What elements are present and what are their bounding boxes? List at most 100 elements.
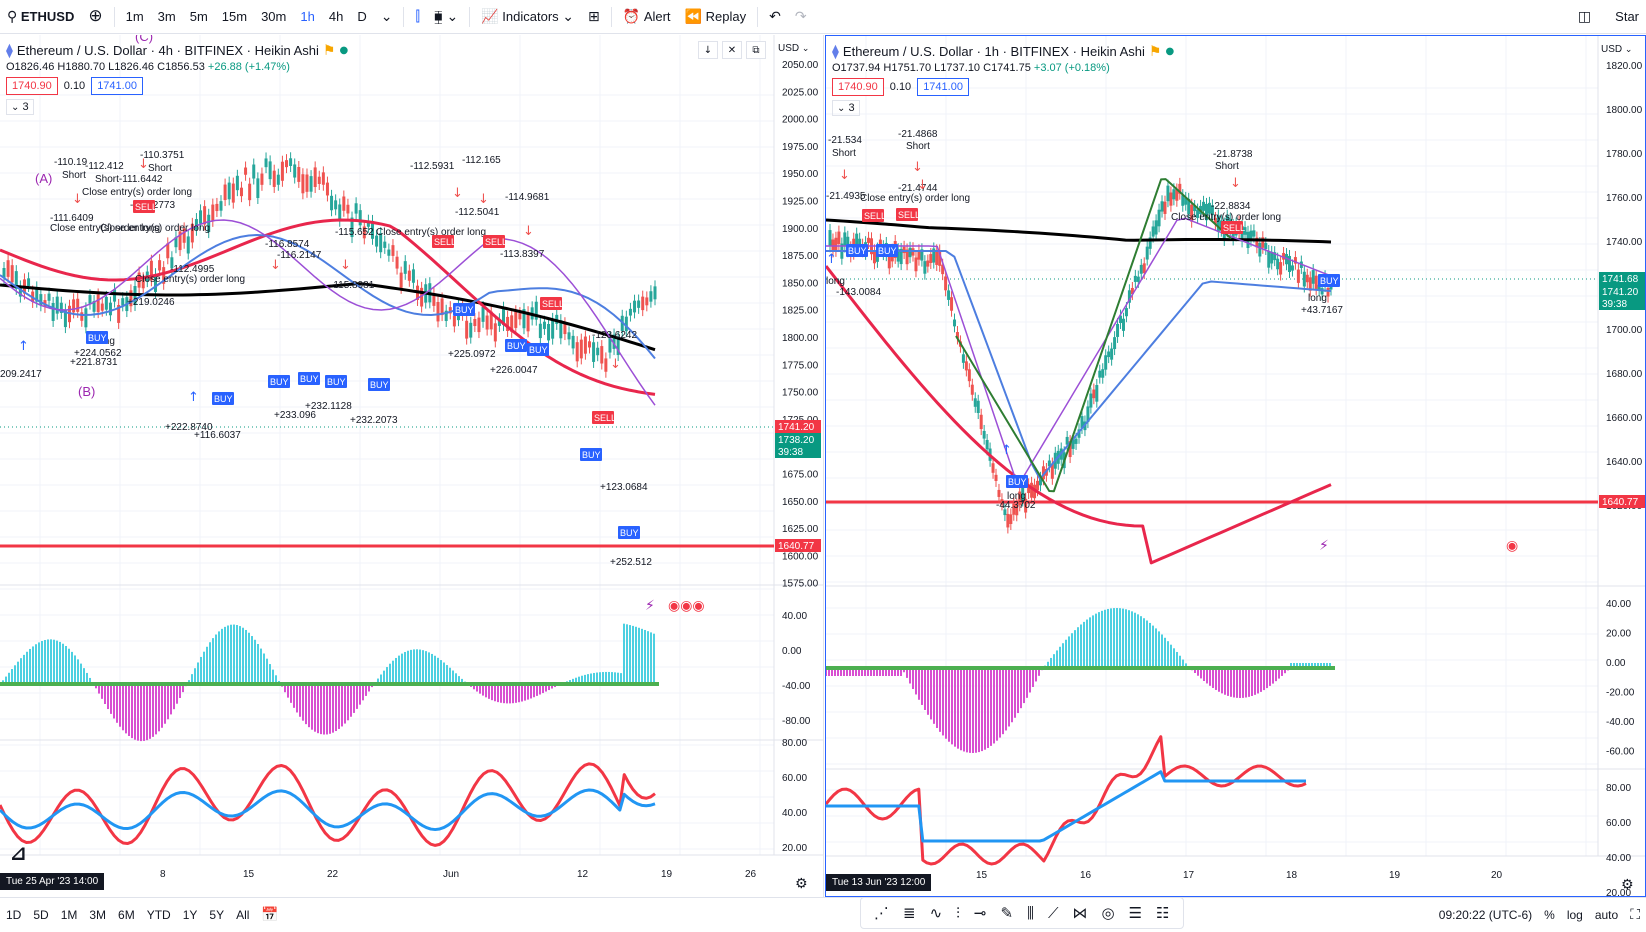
- candle-body: [522, 309, 526, 329]
- goto-date-button[interactable]: 📅: [255, 908, 284, 922]
- range-All[interactable]: All: [236, 908, 250, 922]
- right-buy-price[interactable]: 1741.00: [917, 78, 969, 96]
- left-title: Ethereum / U.S. Dollar · 4h · BITFINEX ·…: [16, 43, 319, 58]
- candle-body: [1190, 204, 1194, 222]
- left-settings-gear-icon[interactable]: ⚙: [795, 876, 808, 892]
- trade-annotation: 209.2417: [0, 369, 42, 380]
- horizontal-line-icon[interactable]: ⊸: [973, 904, 987, 922]
- candle-body: [645, 297, 649, 306]
- candle-body: [941, 264, 945, 275]
- left-collapse-toggle[interactable]: ⌄ 3: [6, 99, 34, 115]
- candle-body: [301, 174, 305, 194]
- range-6M[interactable]: 6M: [118, 908, 135, 922]
- right-chart-canvas[interactable]: 1820.001800.001780.001760.001740.001720.…: [826, 36, 1645, 896]
- candle-body: [252, 164, 256, 179]
- left-chart-canvas[interactable]: 2050.00 2025.00 2000.00 1975.00 1950.00 1925.…: [0, 35, 824, 897]
- candle-body: [867, 237, 871, 243]
- layout-select-button[interactable]: ◫: [1571, 0, 1598, 34]
- right-sell-price[interactable]: 1740.90: [832, 78, 884, 96]
- marker-b: (B): [78, 384, 95, 399]
- left-maximize-button[interactable]: ⧉: [746, 41, 766, 59]
- range-3M[interactable]: 3M: [89, 908, 107, 922]
- undo-button[interactable]: ↶: [762, 0, 788, 34]
- interval-4h[interactable]: 4h: [328, 9, 344, 24]
- percent-toggle[interactable]: %: [1544, 908, 1555, 922]
- brush-tool-icon[interactable]: ✎: [1000, 904, 1014, 922]
- xabcd-icon[interactable]: ⋈: [1072, 904, 1088, 922]
- left-buy-price[interactable]: 1741.00: [91, 77, 143, 95]
- trade-annotation: Close entry(s) order long: [135, 274, 245, 285]
- range-1D[interactable]: 1D: [6, 908, 22, 922]
- candle-body: [27, 278, 31, 286]
- compare-button[interactable]: ⊕: [81, 0, 109, 34]
- replay-button[interactable]: ⏪ Replay: [678, 0, 754, 34]
- interval-1m[interactable]: 1m: [125, 9, 144, 24]
- redo-button[interactable]: ↷: [788, 0, 814, 34]
- price-tick-label: 1950.00: [782, 169, 819, 180]
- interval-dropdown[interactable]: ⌄: [374, 0, 400, 34]
- clock[interactable]: 09:20:22 (UTC-6): [1438, 908, 1533, 922]
- candle-body: [129, 290, 133, 307]
- log-toggle[interactable]: log: [1566, 908, 1583, 922]
- left-currency[interactable]: USD ⌄: [778, 43, 809, 54]
- symbol-search[interactable]: ⚲ ETHUSD: [0, 0, 81, 34]
- interval-15m[interactable]: 15m: [221, 9, 248, 24]
- right-settings-gear-icon[interactable]: ⚙: [1621, 877, 1634, 893]
- fib-tool-icon[interactable]: ≣: [903, 904, 916, 922]
- range-5Y[interactable]: 5Y: [209, 908, 225, 922]
- right-currency[interactable]: USD ⌄: [1601, 44, 1632, 55]
- abc-tool-icon[interactable]: ∿: [929, 904, 943, 922]
- candle-body: [1018, 491, 1022, 506]
- interval-5m[interactable]: 5m: [189, 9, 208, 24]
- left-close-button[interactable]: ✕: [722, 41, 742, 59]
- indicators-button[interactable]: 📈 Indicators ⌄: [474, 0, 581, 34]
- rsi-tick-label: 60.00: [1606, 818, 1631, 829]
- trade-annotation: +222.8740: [165, 422, 213, 433]
- buy-signal-box: [876, 244, 898, 257]
- fib-extension-icon[interactable]: ☰: [1128, 904, 1143, 922]
- candle-body: [926, 260, 930, 267]
- auto-toggle[interactable]: auto: [1594, 908, 1619, 922]
- price-tick-label: 1975.00: [782, 142, 819, 153]
- right-close: C1741.75: [983, 62, 1031, 74]
- replay-label: Replay: [705, 9, 747, 24]
- channel-tool-icon[interactable]: ⫶: [956, 904, 960, 922]
- bar-style-button[interactable]: ⫿: [408, 0, 426, 34]
- buy-signal-label: BUY: [214, 394, 233, 404]
- trendline-icon[interactable]: ⟋: [1047, 904, 1059, 922]
- right-collapse-toggle[interactable]: ⌄ 3: [832, 100, 860, 116]
- chart-pane-right[interactable]: 1820.001800.001780.001760.001740.001720.…: [825, 35, 1646, 897]
- left-scroll-down-button[interactable]: ↓: [698, 41, 718, 59]
- range-YTD[interactable]: YTD: [146, 908, 171, 922]
- chart-type-button[interactable]: ⧯ ⌄: [427, 0, 465, 34]
- sell-signal-label: SELL: [485, 237, 507, 247]
- range-1Y[interactable]: 1Y: [182, 908, 198, 922]
- trade-annotation: -112.4995: [170, 264, 215, 275]
- interval-D[interactable]: D: [357, 9, 367, 24]
- short-arrow-icon: ↓: [452, 186, 463, 201]
- interval-30m[interactable]: 30m: [261, 9, 287, 24]
- fullscreen-button[interactable]: ⛶: [1624, 908, 1646, 922]
- candle-body: [354, 203, 358, 214]
- candle-body: [485, 315, 489, 330]
- candle-body: [186, 236, 190, 254]
- gann-icon[interactable]: ◎: [1101, 904, 1115, 922]
- chart-pane-left[interactable]: 2050.00 2025.00 2000.00 1975.00 1950.00 1925.…: [0, 35, 824, 897]
- candle-body: [1308, 277, 1312, 291]
- interval-1h[interactable]: 1h: [300, 9, 315, 24]
- layout-button[interactable]: ⊞: [581, 0, 607, 34]
- left-sell-price[interactable]: 1740.90: [6, 77, 58, 95]
- price-tick-label: 1800.00: [782, 333, 819, 344]
- pitchfork-icon[interactable]: ⫼: [1027, 904, 1034, 922]
- pattern-tool-icon[interactable]: ⋰: [874, 904, 889, 922]
- trade-annotation: +43.7167: [1301, 305, 1343, 316]
- star-button[interactable]: Star: [1615, 9, 1639, 24]
- interval-3m[interactable]: 3m: [157, 9, 176, 24]
- rsi-red-line: [0, 762, 656, 847]
- ema-red-line: [826, 265, 1332, 565]
- range-1M[interactable]: 1M: [60, 908, 78, 922]
- forecast-icon[interactable]: ☷: [1156, 904, 1170, 922]
- alert-button[interactable]: ⏰ Alert: [616, 0, 678, 34]
- candle-body: [855, 233, 859, 247]
- range-5D[interactable]: 5D: [33, 908, 49, 922]
